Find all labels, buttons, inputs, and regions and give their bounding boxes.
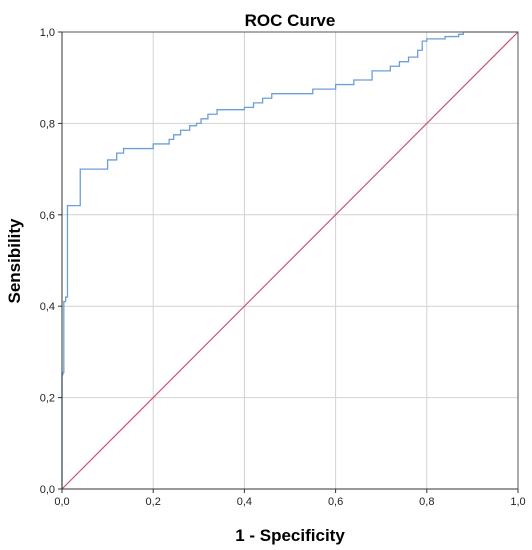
plot-frame <box>61 31 519 490</box>
roc-curve-line <box>61 31 518 489</box>
x-axis-label: 1 - Specificity <box>235 526 345 545</box>
y-tick-label: 0,0 <box>40 484 55 496</box>
chart-title: ROC Curve <box>245 11 336 30</box>
y-axis-label: Sensibility <box>5 218 24 304</box>
x-tick-label: 0,4 <box>237 496 252 508</box>
y-tick-label: 0,6 <box>40 210 55 222</box>
x-tick-label: 0,2 <box>146 496 161 508</box>
y-tick-label: 1,0 <box>40 27 55 39</box>
x-tick-label: 1,0 <box>510 496 525 508</box>
reference-diagonal-line <box>61 31 519 490</box>
y-tick-label: 0,4 <box>40 301 55 313</box>
y-tick-label: 0,8 <box>40 118 55 130</box>
x-tick-label: 0,0 <box>54 496 69 508</box>
series-layer <box>61 31 519 490</box>
x-tick-label: 0,8 <box>419 496 434 508</box>
y-tick-label: 0,2 <box>40 393 55 405</box>
axis-ticks: 0,0 0,2 0,4 0,6 0,8 1,0 0,0 0,2 0,4 0,6 0,8 1,0 <box>40 27 526 508</box>
x-tick-label: 0,6 <box>328 496 343 508</box>
